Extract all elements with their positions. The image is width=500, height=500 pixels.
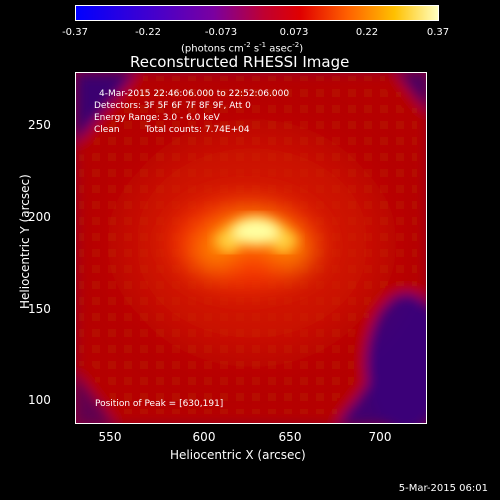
- detectors-text: Detectors: 3F 5F 6F 7F 8F 9F, Att 0: [94, 101, 251, 111]
- clean-text: Clean: [94, 125, 120, 135]
- colorbar-unit: (photons cm-2 s-1 asec-2): [181, 41, 304, 55]
- rhessi-image: [76, 73, 426, 423]
- time-range-text: 4-Mar-2015 22:46:06.000 to 22:52:06.000: [99, 89, 290, 99]
- colorbar-tick-label: 0.37: [426, 27, 450, 38]
- x-axis-label: Heliocentric X (arcsec): [170, 448, 306, 462]
- peak-position-text: Position of Peak = [630,191]: [95, 399, 224, 409]
- colorbar-tick-label: -0.073: [204, 27, 238, 38]
- y-tick-label: 100: [28, 393, 51, 407]
- colorbar-tick-label: 0.073: [279, 27, 309, 38]
- y-tick-label: 200: [28, 210, 51, 224]
- x-tick-label: 600: [192, 430, 216, 444]
- y-axis-label: Heliocentric Y (arcsec): [18, 174, 32, 309]
- colorbar-tick-label: -0.37: [62, 27, 88, 38]
- total-counts-text: Total counts: 7.74E+04: [145, 125, 250, 135]
- x-tick-label: 700: [368, 430, 392, 444]
- colorbar: [75, 5, 439, 21]
- x-tick-label: 550: [98, 430, 122, 444]
- x-tick-label: 650: [278, 430, 302, 444]
- energy-range-text: Energy Range: 3.0 - 6.0 keV: [94, 113, 220, 123]
- y-tick-label: 150: [28, 302, 51, 316]
- image-title: Reconstructed RHESSI Image: [130, 53, 350, 71]
- footer-timestamp: 5-Mar-2015 06:01: [398, 483, 488, 494]
- y-tick-label: 250: [28, 118, 51, 132]
- rhessi-image-plot: [75, 72, 427, 424]
- colorbar-tick-label: -0.22: [135, 27, 161, 38]
- colorbar-tick-label: 0.22: [355, 27, 379, 38]
